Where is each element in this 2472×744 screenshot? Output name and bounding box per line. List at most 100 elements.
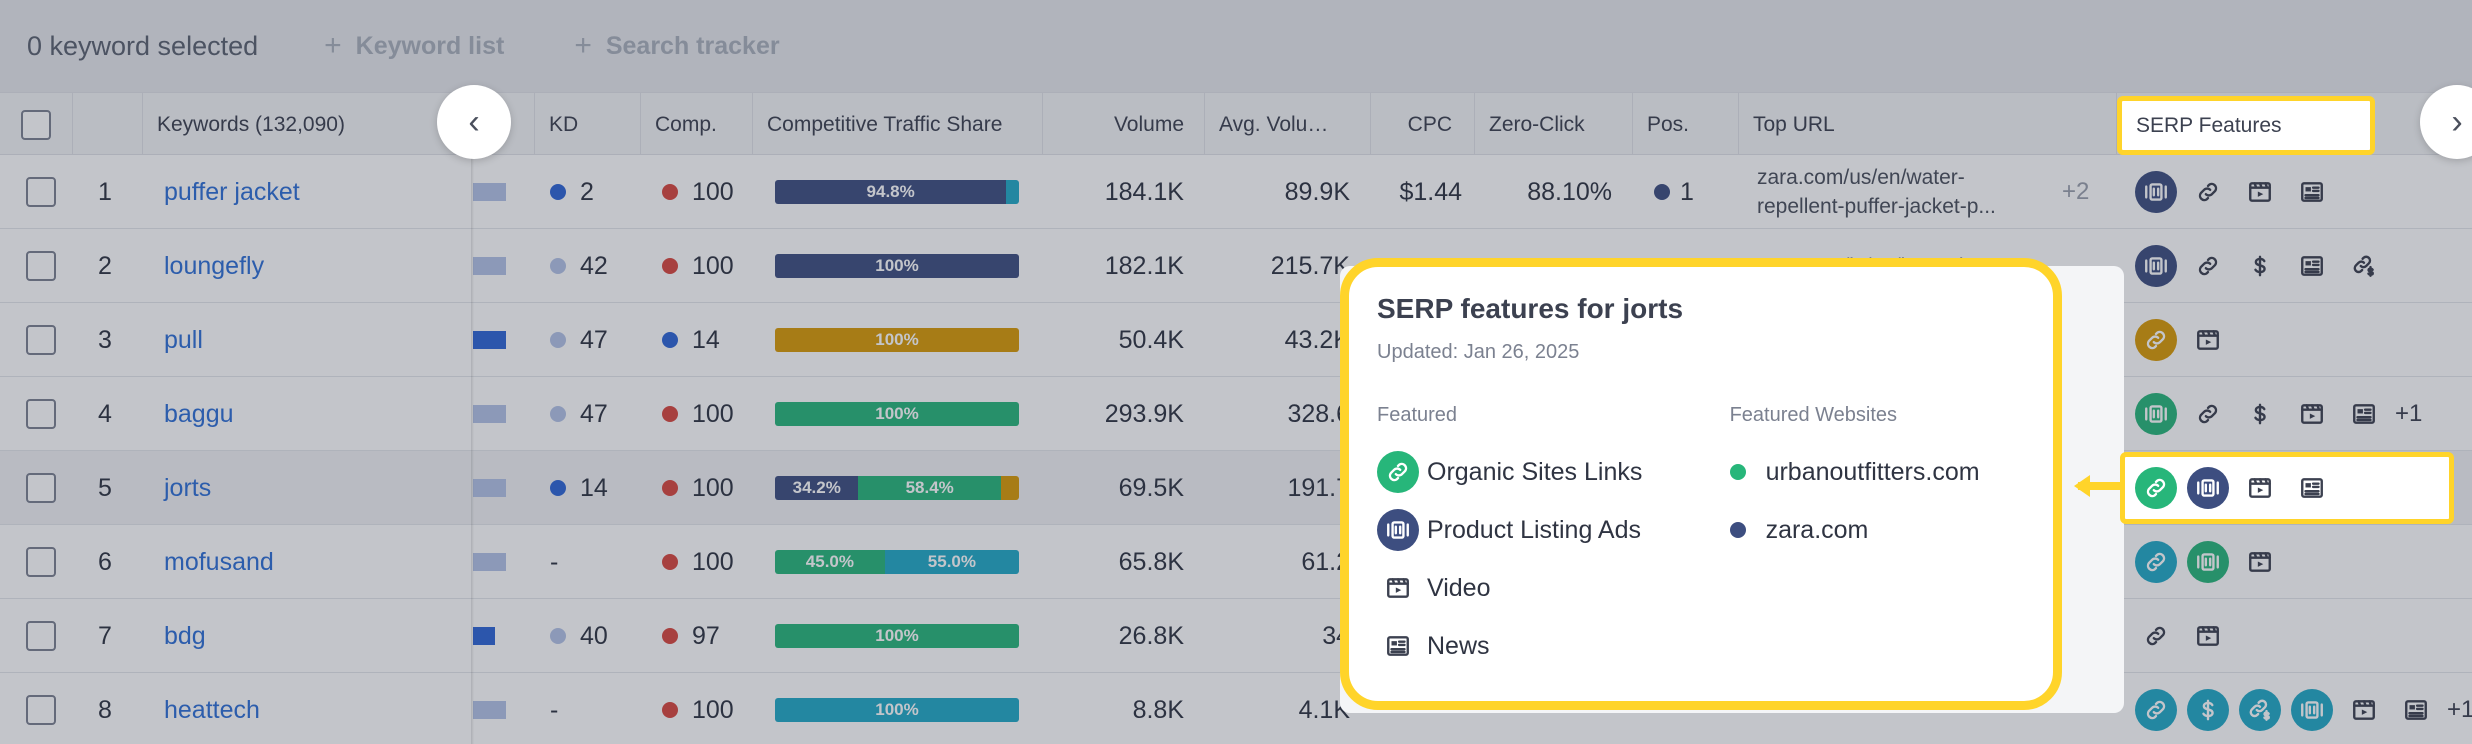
traffic-share-segment[interactable] xyxy=(1000,476,1019,500)
traffic-share-segment[interactable]: 45.0% xyxy=(775,550,885,574)
featured-websites-list: urbanoutfitters.com zara.com xyxy=(1729,443,2025,559)
link-icon[interactable] xyxy=(2135,689,2177,731)
traffic-share-segment[interactable]: 55.0% xyxy=(884,550,1019,574)
video-icon[interactable] xyxy=(2239,541,2281,583)
serp-features-header-highlight[interactable]: SERP Features xyxy=(2117,96,2375,155)
video-icon[interactable] xyxy=(2187,319,2229,361)
news-icon[interactable] xyxy=(2395,689,2437,731)
row-checkbox[interactable] xyxy=(26,547,56,577)
avg-volume-value: 34 xyxy=(1322,621,1350,650)
jorts-serp-icons-highlight[interactable] xyxy=(2120,452,2454,524)
link-icon[interactable] xyxy=(2187,245,2229,287)
keyword-link[interactable]: mofusand xyxy=(164,547,274,576)
news-icon[interactable] xyxy=(1377,625,1419,667)
linkdollar-icon[interactable] xyxy=(2239,689,2281,731)
row-checkbox[interactable] xyxy=(26,621,56,651)
pla-icon[interactable] xyxy=(1377,509,1419,551)
traffic-share-segment[interactable]: 34.2% xyxy=(775,476,859,500)
column-header-kd[interactable]: KD xyxy=(534,93,640,156)
column-header-comp[interactable]: Comp. xyxy=(640,93,752,156)
row-checkbox[interactable] xyxy=(26,473,56,503)
select-all-checkbox[interactable] xyxy=(21,109,51,140)
dollar-icon[interactable] xyxy=(2239,245,2281,287)
video-icon[interactable] xyxy=(2239,467,2281,509)
pla-icon[interactable] xyxy=(2135,393,2177,435)
video-icon[interactable] xyxy=(2187,615,2229,657)
serp-more-count[interactable]: +1 xyxy=(2447,696,2472,723)
traffic-share-segment[interactable]: 100% xyxy=(775,624,1019,648)
video-icon[interactable] xyxy=(2239,171,2281,213)
column-header-keywords[interactable]: Keywords (132,090) xyxy=(142,93,472,156)
row-checkbox[interactable] xyxy=(26,399,56,429)
column-header-pos[interactable]: Pos. xyxy=(1632,93,1738,156)
scroll-right-button[interactable]: › xyxy=(2420,85,2472,159)
video-icon[interactable] xyxy=(1377,567,1419,609)
news-icon[interactable] xyxy=(2291,245,2333,287)
link-icon[interactable] xyxy=(2187,393,2229,435)
scroll-left-button[interactable]: ‹ xyxy=(437,85,511,159)
news-icon[interactable] xyxy=(2291,171,2333,213)
dollar-icon[interactable] xyxy=(2187,689,2229,731)
link-icon[interactable] xyxy=(2135,319,2177,361)
traffic-share-segment[interactable]: 100% xyxy=(775,402,1019,426)
column-header-serp-features[interactable] xyxy=(2116,93,2472,156)
row-checkbox[interactable] xyxy=(26,695,56,725)
column-header-avg-volume[interactable]: Avg. Volu… xyxy=(1204,93,1370,156)
column-header-volume[interactable]: Volume xyxy=(1042,93,1204,156)
top-url-more[interactable]: +2 xyxy=(2062,178,2090,205)
popup-updated-date: Updated: Jan 26, 2025 xyxy=(1377,341,1580,363)
keyword-link[interactable]: loungefly xyxy=(164,251,265,280)
linkdollar-icon[interactable] xyxy=(2343,245,2385,287)
keyword-list-label: Keyword list xyxy=(355,31,505,60)
column-header-top-url[interactable]: Top URL xyxy=(1738,93,2116,156)
news-icon[interactable] xyxy=(2291,467,2333,509)
kd-cell: 14 xyxy=(550,451,608,525)
keyword-link[interactable]: bdg xyxy=(164,621,206,650)
traffic-share-segment[interactable]: 94.8% xyxy=(775,180,1007,204)
link-icon[interactable] xyxy=(2187,171,2229,213)
table-row[interactable]: 1 puffer jacket 2 100 94.8% 184.1K 89.9K $1.44 8… xyxy=(0,155,2472,229)
pla-icon[interactable] xyxy=(2135,171,2177,213)
pla-icon[interactable] xyxy=(2135,245,2177,287)
link-icon[interactable] xyxy=(2135,467,2177,509)
row-checkbox[interactable] xyxy=(26,251,56,281)
dollar-icon[interactable] xyxy=(2239,393,2281,435)
traffic-share-cell: 100% xyxy=(775,377,1019,451)
keyword-link[interactable]: puffer jacket xyxy=(164,177,300,206)
traffic-share-segment[interactable]: 100% xyxy=(775,698,1019,722)
pla-icon[interactable] xyxy=(2187,467,2229,509)
featured-item-label: Video xyxy=(1427,573,1491,602)
kd-value: 2 xyxy=(580,177,594,206)
keyword-link[interactable]: pull xyxy=(164,325,203,354)
column-header-traffic-share[interactable]: Competitive Traffic Share xyxy=(752,93,1042,156)
search-tracker-button[interactable]: + Search tracker xyxy=(574,29,779,63)
traffic-share-segment[interactable]: 100% xyxy=(775,328,1019,352)
traffic-share-segment[interactable]: 58.4% xyxy=(858,476,1001,500)
traffic-share-segment[interactable] xyxy=(1006,180,1019,204)
keyword-link[interactable]: baggu xyxy=(164,399,234,428)
row-checkbox[interactable] xyxy=(26,325,56,355)
column-header-cpc[interactable]: CPC xyxy=(1370,93,1474,156)
top-url-link[interactable]: zara.com/us/en/water-repellent-puffer-ja… xyxy=(1757,166,1996,218)
link-icon[interactable] xyxy=(2135,541,2177,583)
traffic-share-cell: 94.8% xyxy=(775,155,1019,229)
row-checkbox[interactable] xyxy=(26,177,56,207)
keyword-link[interactable]: jorts xyxy=(164,473,212,502)
kd-cell: 42 xyxy=(550,229,608,303)
link-icon[interactable] xyxy=(1377,451,1419,493)
news-icon[interactable] xyxy=(2343,393,2385,435)
traffic-share-segment[interactable]: 100% xyxy=(775,254,1019,278)
pla-icon[interactable] xyxy=(2187,541,2229,583)
pla-icon[interactable] xyxy=(2291,689,2333,731)
featured-website[interactable]: urbanoutfitters.com xyxy=(1729,443,2025,501)
column-header-zero-click[interactable]: Zero-Click xyxy=(1474,93,1632,156)
keyword-link[interactable]: heattech xyxy=(164,695,260,724)
video-icon[interactable] xyxy=(2291,393,2333,435)
featured-website[interactable]: zara.com xyxy=(1729,501,2025,559)
serp-more-count[interactable]: +1 xyxy=(2395,400,2423,427)
link-icon[interactable] xyxy=(2135,615,2177,657)
row-number: 8 xyxy=(98,695,112,724)
row-checkbox-cell xyxy=(26,673,56,744)
video-icon[interactable] xyxy=(2343,689,2385,731)
keyword-list-button[interactable]: + Keyword list xyxy=(324,29,504,63)
